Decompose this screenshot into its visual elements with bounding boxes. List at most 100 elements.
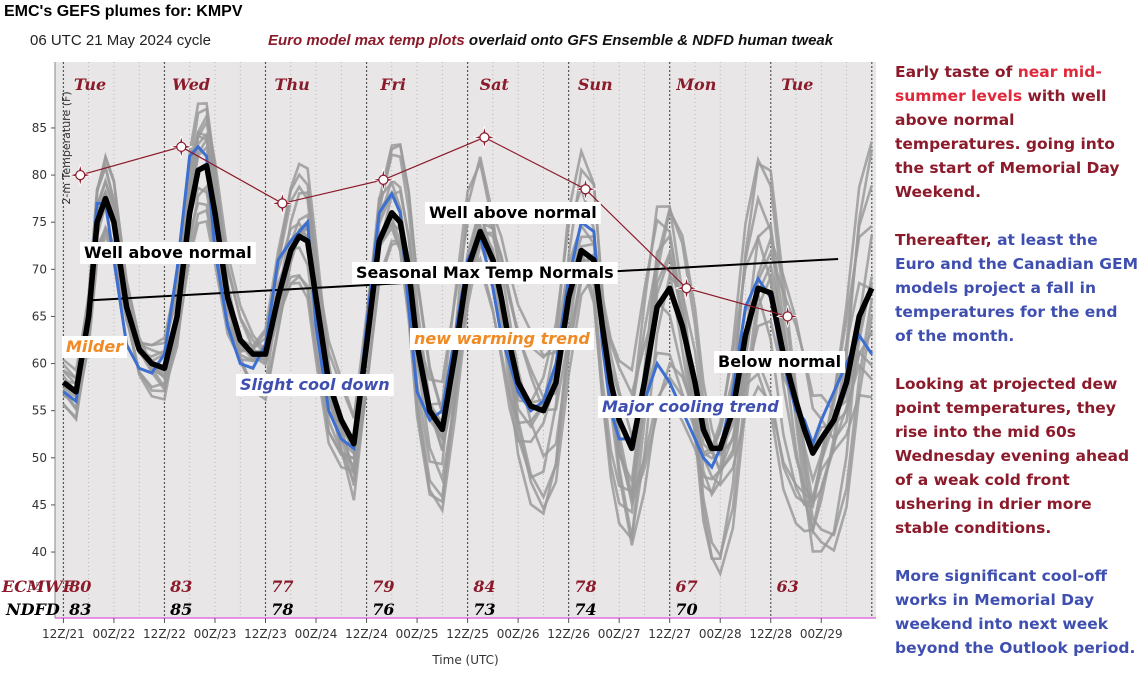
x-tick-label: 00Z/26: [497, 627, 540, 641]
x-tick-label: 12Z/27: [648, 627, 691, 641]
day-label: Sun: [578, 75, 613, 94]
x-tick-label: 00Z/24: [295, 627, 338, 641]
ndfd-max-value: 78: [271, 600, 293, 619]
page-title: EMC's GEFS plumes for: KMPV: [4, 3, 243, 20]
discussion-panel: Early taste of near mid-summer levels wi…: [895, 60, 1139, 684]
y-tick-label: 65: [32, 309, 47, 323]
annotation-text: Seasonal Max Temp Normals: [356, 263, 614, 282]
y-tick-label: 35: [28, 580, 42, 593]
ecmwf-star-center: [75, 169, 86, 181]
ecmwf-max-value: 67: [675, 577, 697, 596]
y-axis-label: 2-m Temperature (F): [60, 91, 73, 204]
x-tick-label: 12Z/23: [244, 627, 287, 641]
day-label: Mon: [675, 75, 716, 94]
ecmwf-row-label: ECMWF: [1, 577, 76, 596]
annotation-box: [598, 396, 783, 418]
discussion-para-4: More significant cool-off works in Memor…: [895, 564, 1139, 660]
chart-annotation: Slight cool down: [236, 374, 394, 396]
discussion-para-3: Looking at projected dew point temperatu…: [895, 372, 1139, 540]
ecmwf-star-center: [479, 132, 490, 143]
annotation-box: [410, 328, 594, 350]
subtitle-euro: Euro model max temp plots: [268, 32, 465, 49]
annotation-text: Major cooling trend: [602, 397, 779, 416]
annotation-text: Well above normal: [429, 203, 597, 222]
chart-annotation: Well above normal: [425, 202, 601, 224]
ecmwf-star-center: [378, 174, 389, 185]
ecmwf-star-center: [277, 198, 288, 209]
ensemble-member-line: [62, 190, 873, 509]
annotation-box: [714, 351, 846, 373]
day-label: Tue: [781, 75, 813, 94]
discussion-para-2: Thereafter, at least the Euro and the Ca…: [895, 228, 1139, 348]
y-tick-label: 75: [32, 215, 47, 229]
x-tick-label: 00Z/28: [699, 627, 742, 641]
ndfd-max-value: 74: [574, 600, 596, 619]
para1-highlight: near mid-summer levels: [895, 63, 1102, 105]
chart-annotation: Well above normal: [80, 242, 256, 264]
para1-lead: Early taste of: [895, 63, 1018, 81]
ecmwf-max-value: 84: [472, 577, 495, 596]
x-tick-label: 00Z/23: [194, 627, 237, 641]
y-tick-label: 80: [32, 168, 47, 182]
chart-annotation: Milder: [62, 336, 128, 358]
subtitle-overlay: overlaid onto GFS Ensemble & NDFD human …: [464, 32, 834, 49]
ecmwf-star-center: [681, 283, 692, 294]
chart-annotation: Major cooling trend: [598, 396, 783, 418]
chart-annotation: Seasonal Max Temp Normals: [352, 262, 618, 284]
y-tick-label: 45: [32, 498, 47, 512]
ndfd-max-value: 76: [372, 600, 394, 619]
day-label: Thu: [275, 75, 310, 94]
cycle-label: 06 UTC 21 May 2024 cycle: [30, 32, 211, 49]
ecmwf-star-center: [580, 184, 591, 195]
day-label: Tue: [74, 75, 106, 94]
ndfd-line: [62, 144, 874, 470]
ensemble-member-line: [62, 219, 873, 533]
x-tick-label: 12Z/22: [143, 627, 186, 641]
y-tick-label: 40: [32, 545, 47, 559]
ndfd-max-value: 70: [675, 600, 697, 619]
ndfd-max-value: 85: [169, 600, 192, 619]
annotation-text: Below normal: [718, 352, 841, 371]
x-axis-label: Time (UTC): [431, 653, 498, 666]
x-tick-label: 12Z/28: [749, 627, 792, 641]
para2-lead: Thereafter,: [895, 231, 998, 249]
ndfd-max-value: 73: [473, 600, 495, 619]
ecmwf-max-value: 79: [372, 577, 394, 596]
chart-subtitle: Euro model max temp plots overlaid onto …: [268, 32, 833, 49]
x-tick-label: 12Z/25: [446, 627, 489, 641]
temperature-plume-chart: 40 45 50 55 60 65 70 75 80 85 35 2-m Temperature (F…: [1, 62, 876, 666]
y-tick-label: 50: [32, 451, 47, 465]
ecmwf-max-value: 80: [68, 577, 91, 596]
day-label: Sat: [480, 75, 510, 94]
discussion-para-1: Early taste of near mid-summer levels wi…: [895, 60, 1139, 204]
ecmwf-max-value: 83: [169, 577, 192, 596]
ecmwf-max-value: 78: [574, 577, 596, 596]
para3-text: Looking at projected dew point temperatu…: [895, 375, 1130, 537]
y-tick-label: 60: [32, 357, 47, 371]
annotation-box: [236, 374, 394, 396]
x-tick-label: 00Z/22: [93, 627, 136, 641]
y-tick-label: 55: [32, 404, 47, 418]
day-label: Wed: [172, 75, 210, 94]
x-tick-label: 12Z/21: [42, 627, 85, 641]
annotation-text: Well above normal: [84, 243, 252, 262]
x-tick-label: 00Z/29: [800, 627, 843, 641]
annotation-text: Milder: [66, 337, 124, 356]
annotation-box: [425, 202, 601, 224]
para4-text: More significant cool-off works in Memor…: [895, 567, 1136, 657]
ecmwf-star-center: [782, 311, 793, 322]
ndfd-row-label: NDFD: [5, 600, 60, 619]
annotation-text: Slight cool down: [240, 375, 390, 394]
x-tick-label: 12Z/26: [547, 627, 590, 641]
para2-rest: at least the Euro and the Canadian GEM m…: [895, 231, 1139, 345]
y-tick-label: 70: [32, 262, 47, 276]
annotation-box: [352, 262, 618, 284]
ecmwf-max-value: 77: [271, 577, 293, 596]
chart-annotation: new warming trend: [410, 328, 594, 350]
y-tick-label: 85: [32, 121, 47, 135]
chart-annotation: Below normal: [714, 351, 846, 373]
ecmwf-max-value: 63: [776, 577, 798, 596]
x-tick-label: 00Z/27: [598, 627, 641, 641]
day-label: Fri: [379, 75, 406, 94]
ecmwf-star-center: [176, 141, 187, 152]
